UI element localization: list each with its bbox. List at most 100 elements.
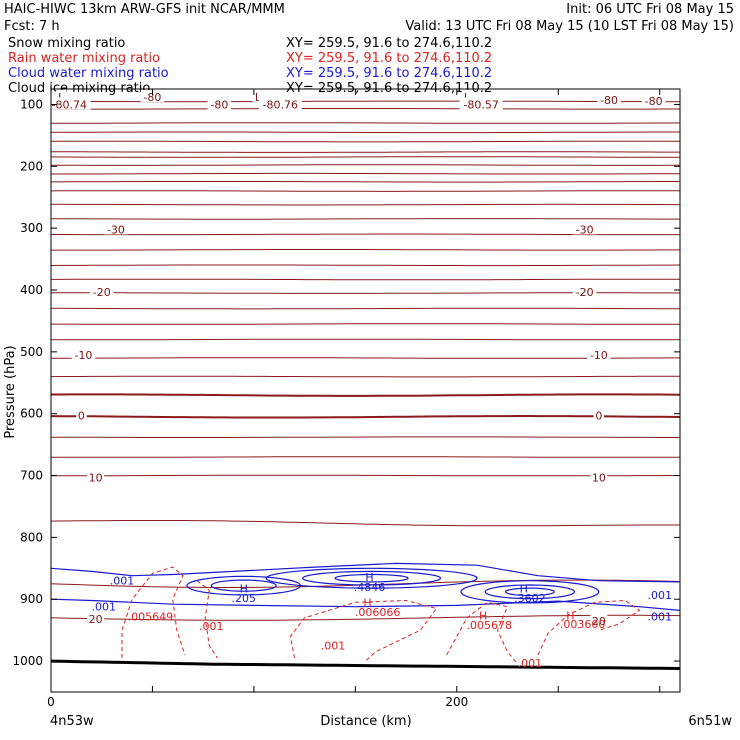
temperature-label: -10: [74, 349, 92, 362]
temperature-contour: [51, 181, 680, 183]
rain-water-label: H: [363, 596, 371, 609]
cloud-water-contour: [484, 584, 576, 600]
cloud-water-contour: [210, 579, 277, 592]
temperature-label-bg: [252, 90, 264, 103]
header-valid: Valid: 13 UTC Fri 08 May 15 (10 LST Fri …: [405, 19, 734, 34]
temperature-contour: [50, 614, 681, 621]
temperature-contour: [51, 357, 680, 359]
temperature-label-bg: [459, 97, 503, 110]
temperature-contour: [51, 164, 680, 166]
cloud-water-label: H: [365, 571, 373, 584]
x-tick-label: 200: [445, 695, 468, 709]
rain-water-label: .006066: [355, 606, 401, 619]
temperature-label: 20: [89, 613, 103, 626]
temperature-label-bg: [104, 222, 128, 235]
temperature-contour: [51, 307, 680, 310]
cloud-water-label: .001: [110, 575, 135, 588]
legend-snow-xy: XY= 259.5, 91.6 to 274.6,110.2: [286, 36, 492, 51]
header-title: HAIC-HIWC 13km ARW-GFS init NCAR/MMM: [4, 2, 285, 17]
cloud-water-contour: [504, 587, 555, 597]
temperature-contour: [51, 456, 680, 458]
y-tick-label: 1000: [12, 654, 43, 668]
temperature-contour: [51, 338, 681, 341]
temperature-label: -80: [210, 98, 228, 111]
temperature-label-bg: [590, 613, 608, 626]
rain-water-contours: [121, 566, 641, 665]
rain-water-label: H: [479, 609, 487, 622]
legend-rain-xy: XY= 259.5, 91.6 to 274.6,110.2: [286, 51, 492, 66]
temperature-label: -20: [576, 286, 594, 299]
temperature-contour: [51, 323, 680, 325]
rain-water-label: .001: [518, 657, 543, 670]
temperature-label: -80.57: [463, 98, 498, 111]
cloud-water-label: .205: [232, 592, 257, 605]
temperature-label: -80: [600, 94, 618, 107]
temperature-contour: [50, 375, 680, 378]
terrain-line: [50, 659, 681, 670]
rain-water-label: H: [566, 609, 574, 622]
cloud-water-label: .001: [647, 611, 672, 624]
cloud-water-label: H: [520, 583, 528, 596]
temperature-contour: [51, 140, 680, 143]
temperature-contour: [51, 233, 680, 236]
y-tick-label: 300: [20, 221, 43, 235]
temperature-contour: [51, 172, 681, 175]
header-forecast: Fcst: 7 h: [4, 19, 60, 34]
cloud-water-contour: [50, 562, 681, 583]
y-tick-label: 100: [20, 97, 43, 111]
temperature-label-bg: [258, 97, 302, 110]
cloud-water-label: .3602: [514, 592, 546, 605]
temperature-contour: [50, 264, 681, 267]
cloud-water-label: H: [240, 583, 248, 596]
temperature-label-bg: [89, 284, 114, 297]
temperature-contour: [51, 122, 681, 124]
temperature-contour: [51, 393, 681, 397]
x-axis-label: Distance (km): [320, 714, 411, 729]
y-tick-label: 700: [20, 469, 43, 483]
temperature-contour: [51, 474, 680, 477]
y-tick-label: 400: [20, 283, 43, 297]
temperature-label-bg: [590, 470, 608, 483]
cloud-water-label: .001: [92, 601, 117, 614]
temperature-label-bg: [55, 90, 67, 103]
temperature-contour: [51, 218, 680, 220]
temperature-contour: [51, 278, 680, 281]
rain-water-label: .001: [199, 620, 224, 633]
temperature-label: -80.74: [52, 98, 87, 111]
temperature-label: -30: [107, 223, 125, 236]
temperature-label: -80: [143, 91, 161, 104]
cloud-water-label: .4846: [354, 581, 386, 594]
rain-water-contour: [121, 566, 186, 658]
cloud-water-contour: [265, 567, 478, 589]
rain-water-contour: [446, 601, 519, 665]
y-tick-label: 200: [20, 159, 43, 173]
legend-rain-label: Rain water mixing ratio: [8, 51, 160, 66]
cloud-water-contour: [186, 575, 302, 596]
legend-cloudwater-xy: XY= 259.5, 91.6 to 274.6,110.2: [286, 66, 492, 81]
temperature-contour: [51, 131, 680, 134]
temperature-label-bg: [87, 612, 105, 625]
y-tick-label: 900: [20, 592, 43, 606]
temperature-label-bg: [572, 284, 597, 297]
rain-water-label: .005649: [128, 611, 174, 624]
cloud-water-contours: [50, 562, 681, 611]
cloud-water-contour: [460, 580, 600, 604]
header-init: Init: 06 UTC Fri 08 May 15: [566, 2, 734, 17]
temperature-label-bg: [47, 97, 91, 110]
temperature-label-bg: [461, 90, 473, 103]
temperature-label: -80.76: [263, 98, 298, 111]
legend: Snow mixing ratio XY= 259.5, 91.6 to 274…: [8, 36, 492, 96]
temperature-contour: [50, 415, 681, 419]
cloud-water-contour: [334, 573, 409, 583]
temperature-contour-labels: L-80.74-80L-80-80.76L-80.57-80-80-30-30-…: [47, 90, 666, 628]
temperature-label: -30: [576, 223, 594, 236]
temperature-label: -80: [645, 95, 663, 108]
y-tick-label: 500: [20, 345, 43, 359]
rain-water-label: .001: [321, 640, 346, 653]
temperature-label: 20: [592, 615, 606, 628]
plot-frame: [50, 88, 681, 693]
temperature-label: 10: [592, 471, 606, 484]
temperature-label: 10: [89, 471, 103, 484]
rain-water-label: .003600: [560, 618, 606, 631]
